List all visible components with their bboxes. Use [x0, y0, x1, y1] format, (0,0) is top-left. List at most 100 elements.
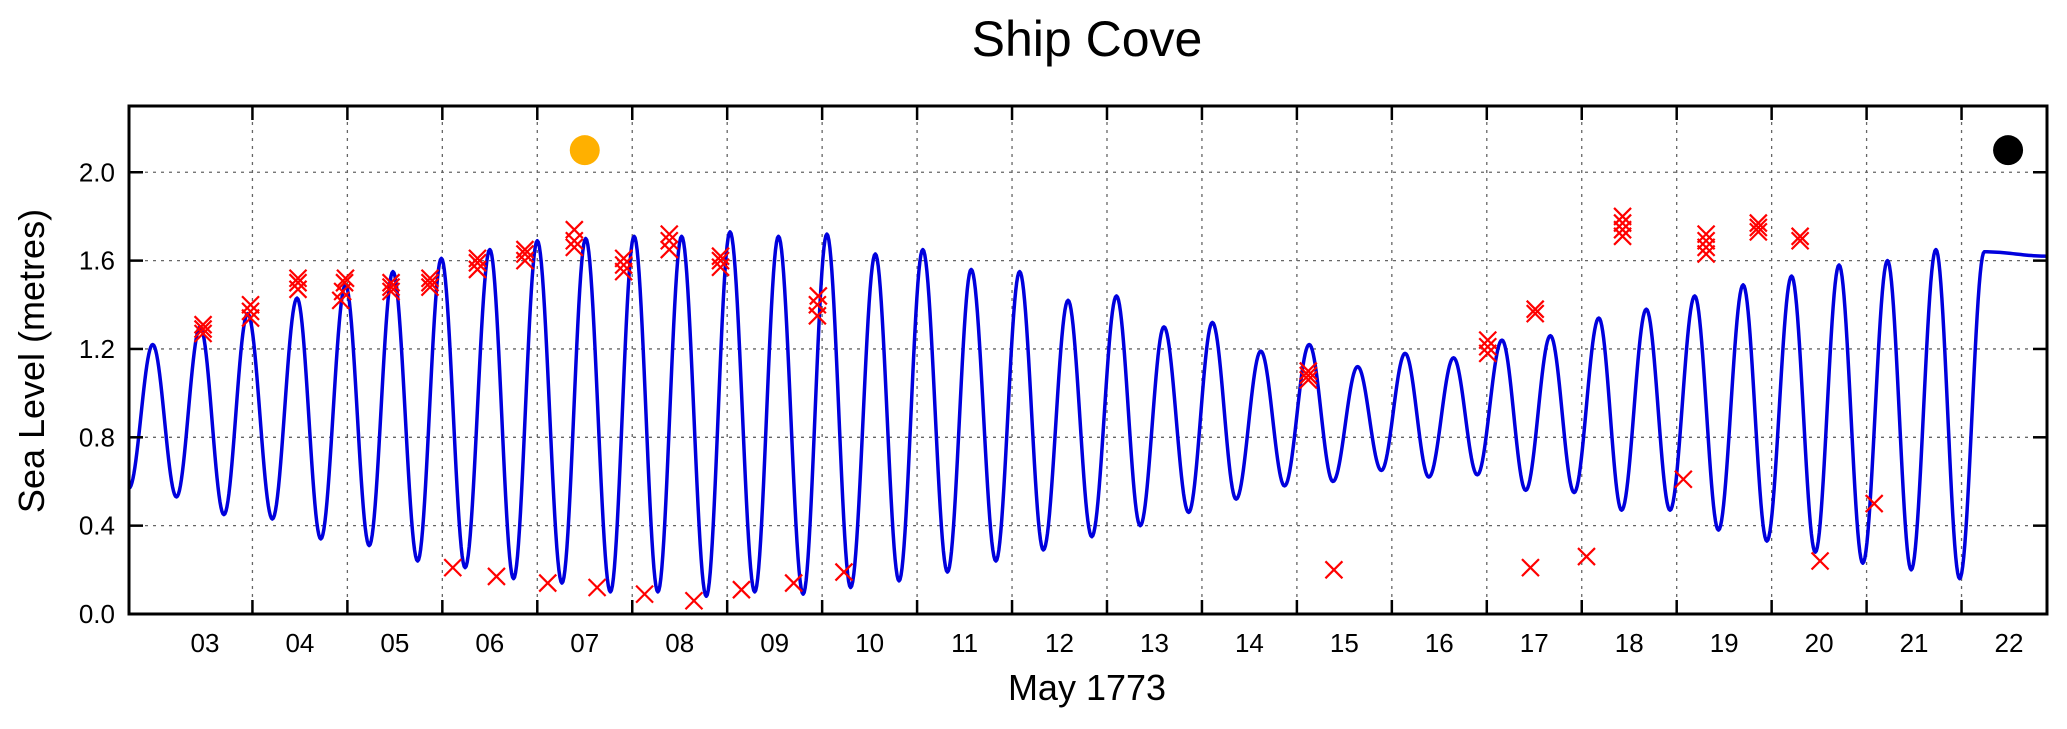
observation-marker [381, 277, 401, 297]
observation-markers-layer [193, 135, 2024, 611]
observation-marker [1864, 494, 1884, 513]
plot-frame [127, 104, 2049, 616]
observation-marker [1299, 361, 1318, 381]
observation-marker [1299, 366, 1318, 385]
observation-marker [420, 277, 440, 297]
moon-phase-marker [1993, 135, 2024, 166]
y-tick-label: 1.2 [79, 334, 115, 364]
observation-marker [381, 282, 401, 301]
observation-marker [336, 269, 355, 288]
observation-marker [1613, 227, 1632, 246]
observation-marker [241, 308, 260, 328]
y-axis-title: Sea Level (metres) [11, 209, 52, 513]
observation-marker [193, 319, 213, 339]
observation-marker [659, 231, 679, 251]
x-tick-label: 07 [570, 628, 599, 658]
observation-marker [1525, 304, 1545, 323]
observation-marker [565, 220, 584, 239]
observation-marker [1674, 469, 1693, 489]
observation-marker [1613, 220, 1632, 239]
x-tick-label: 04 [285, 628, 314, 658]
observation-marker [288, 273, 308, 292]
observation-marker [659, 240, 679, 259]
observation-marker [711, 246, 730, 266]
observation-marker [420, 269, 440, 288]
observation-marker [420, 273, 440, 292]
observation-marker [193, 315, 213, 334]
observation-marker [834, 562, 854, 582]
observation-marker [809, 286, 828, 306]
x-tick-label: 21 [1900, 628, 1929, 658]
observation-marker [1299, 370, 1318, 390]
observation-marker [381, 273, 401, 292]
observation-marker [443, 558, 463, 577]
observation-marker [808, 295, 827, 315]
x-tick-label: 22 [1995, 628, 2024, 658]
observation-marker [1790, 231, 1810, 251]
y-tick-label: 2.0 [79, 157, 115, 187]
observation-marker [1696, 224, 1716, 244]
observation-marker [1478, 330, 1498, 350]
x-tick-label: 12 [1045, 628, 1074, 658]
observation-marker [468, 253, 487, 273]
observation-marker [1324, 560, 1344, 580]
x-tick-label: 03 [190, 628, 219, 658]
observation-marker [587, 578, 607, 597]
x-tick-label: 08 [665, 628, 694, 658]
observation-marker [711, 251, 730, 270]
observation-marker [614, 249, 633, 268]
tide-curve-layer [128, 230, 2048, 599]
observation-marker [684, 591, 704, 611]
observation-marker [193, 324, 213, 343]
moon-phase-marker [569, 135, 600, 166]
x-axis-title: May 1773 [1008, 667, 1166, 708]
observation-marker [1613, 213, 1632, 233]
observation-marker [288, 269, 308, 288]
x-tick-label: 17 [1520, 628, 1549, 658]
x-tick-label: 14 [1235, 628, 1264, 658]
observation-marker [515, 244, 535, 264]
x-tick-label: 06 [475, 628, 504, 658]
observation-marker [515, 240, 535, 259]
observation-marker [1478, 344, 1498, 363]
observation-marker [538, 573, 558, 593]
y-tick-label: 0.0 [79, 599, 115, 629]
x-tick-label: 11 [951, 628, 978, 658]
observation-marker [614, 262, 633, 281]
observation-marker [784, 573, 803, 593]
x-tick-label: 15 [1330, 628, 1359, 658]
observation-marker [635, 584, 654, 604]
observation-marker [487, 567, 506, 586]
x-tick-label: 16 [1425, 628, 1454, 658]
observation-marker [1577, 547, 1596, 566]
observation-marker [1749, 218, 1768, 237]
observation-marker [241, 295, 260, 315]
y-tick-label: 0.8 [79, 422, 115, 452]
y-tick-label: 0.4 [79, 511, 115, 541]
observation-marker [335, 273, 354, 292]
x-tick-label: 19 [1710, 628, 1739, 658]
x-tick-label: 20 [1805, 628, 1834, 658]
observation-marker [732, 580, 751, 599]
observation-marker [1749, 222, 1768, 242]
x-tick-label: 13 [1140, 628, 1169, 658]
observation-marker [1613, 207, 1632, 226]
x-tick-label: 10 [855, 628, 884, 658]
observation-marker [1790, 227, 1810, 246]
predicted-tide-line [128, 230, 2048, 599]
observation-marker [614, 255, 633, 275]
observation-marker [659, 224, 679, 244]
x-tick-label: 09 [760, 628, 789, 658]
observation-marker [1696, 231, 1716, 251]
grid-lines [129, 106, 2047, 614]
axis-ticks: 03 04 05 06 07 08 09 10 11 12 13 14 15 16 17 18 19 20 21 22… [79, 106, 2047, 658]
observation-marker [1521, 558, 1540, 577]
observation-marker [565, 238, 584, 257]
observation-marker [468, 249, 487, 268]
observation-marker [241, 302, 260, 321]
observation-marker [1696, 238, 1716, 257]
y-tick-label: 1.6 [79, 246, 115, 276]
observation-marker [1810, 551, 1830, 571]
observation-marker [1478, 337, 1498, 357]
